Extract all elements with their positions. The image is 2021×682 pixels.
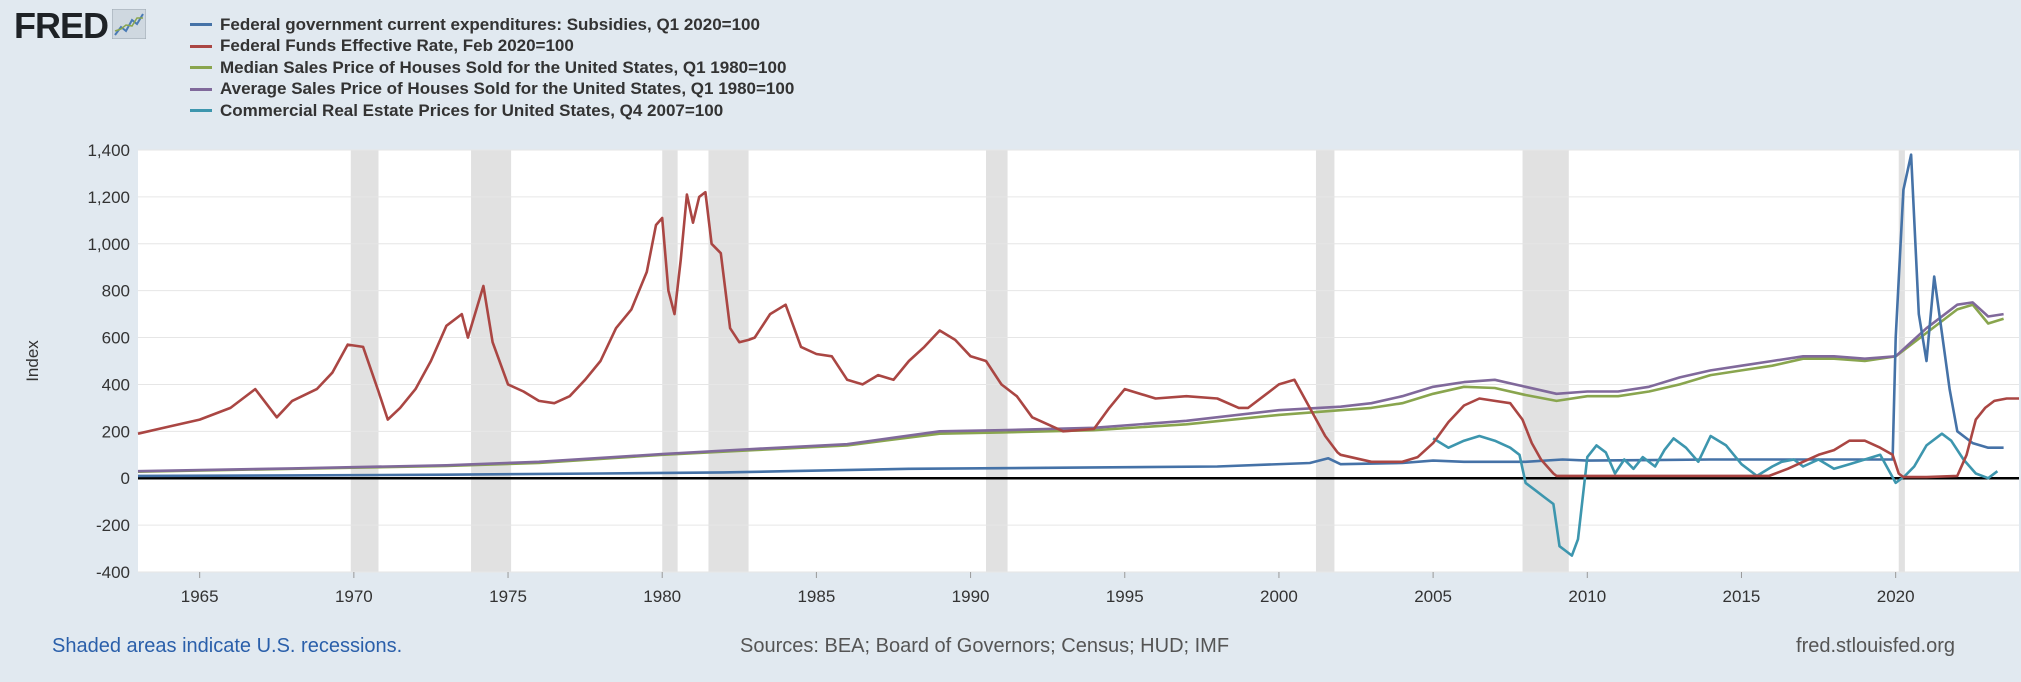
legend-label: Median Sales Price of Houses Sold for th… [220,57,787,77]
y-tick-label: 200 [102,422,130,441]
y-tick-label: 600 [102,329,130,348]
recession-band [708,150,749,572]
y-tick-label: 800 [102,282,130,301]
recession-band [471,150,512,572]
legend-label: Commercial Real Estate Prices for United… [220,100,724,120]
legend-item[interactable]: Federal Funds Effective Rate, Feb 2020=1… [190,36,794,58]
y-tick-label: 1,200 [87,188,130,207]
x-tick-label: 2005 [1414,587,1452,606]
x-tick-label: 2020 [1877,587,1915,606]
recession-note: Shaded areas indicate U.S. recessions. [52,635,403,657]
legend-swatch [190,66,212,70]
recession-band [1315,150,1335,572]
x-tick-label: 1965 [181,587,219,606]
legend-swatch [190,44,212,48]
plot-background [138,150,2019,572]
logo-text: FRED [14,5,109,46]
y-axis-label: Index [23,340,42,382]
y-tick-label: -200 [96,516,130,535]
legend-item[interactable]: Commercial Real Estate Prices for United… [190,100,794,122]
legend-swatch [190,109,212,113]
series-line-2 [137,190,2019,479]
legend-item[interactable]: Federal government current expenditures:… [190,14,794,36]
chart-legend: Federal government current expenditures:… [190,14,794,122]
recession-band [985,150,1008,572]
legend-label: Average Sales Price of Houses Sold for t… [220,79,795,99]
x-tick-label: 1985 [797,587,835,606]
legend-label: Federal government current expenditures:… [220,14,760,34]
recession-band [1898,150,1905,572]
line-graph-icon [111,8,147,44]
y-tick-label: 0 [121,469,130,488]
legend-item[interactable]: Average Sales Price of Houses Sold for t… [190,79,794,101]
x-tick-label: 1990 [952,587,990,606]
legend-label: Federal Funds Effective Rate, Feb 2020=1… [220,36,574,56]
y-tick-label: 400 [102,375,130,394]
x-tick-label: 1980 [643,587,681,606]
x-tick-label: 1995 [1106,587,1144,606]
y-tick-label: 1,400 [87,141,130,160]
recession-band [350,150,379,572]
x-tick-label: 1970 [335,587,373,606]
recession-band [1522,150,1569,572]
x-tick-label: 1975 [489,587,527,606]
site-link[interactable]: fred.stlouisfed.org [1796,635,1955,657]
recession-band [662,150,678,572]
x-tick-label: 2015 [1723,587,1761,606]
legend-swatch [190,23,212,27]
series-line-4 [137,301,2004,473]
y-tick-label: -400 [96,563,130,582]
y-tick-label: 1,000 [87,235,130,254]
x-tick-label: 2010 [1568,587,1606,606]
series-line-1 [137,153,2004,478]
fred-logo[interactable]: FRED [14,5,147,46]
x-tick-label: 2000 [1260,587,1298,606]
legend-swatch [190,87,212,91]
legend-item[interactable]: Median Sales Price of Houses Sold for th… [190,57,794,79]
sources-text: Sources: BEA; Board of Governors; Census… [740,635,1230,657]
